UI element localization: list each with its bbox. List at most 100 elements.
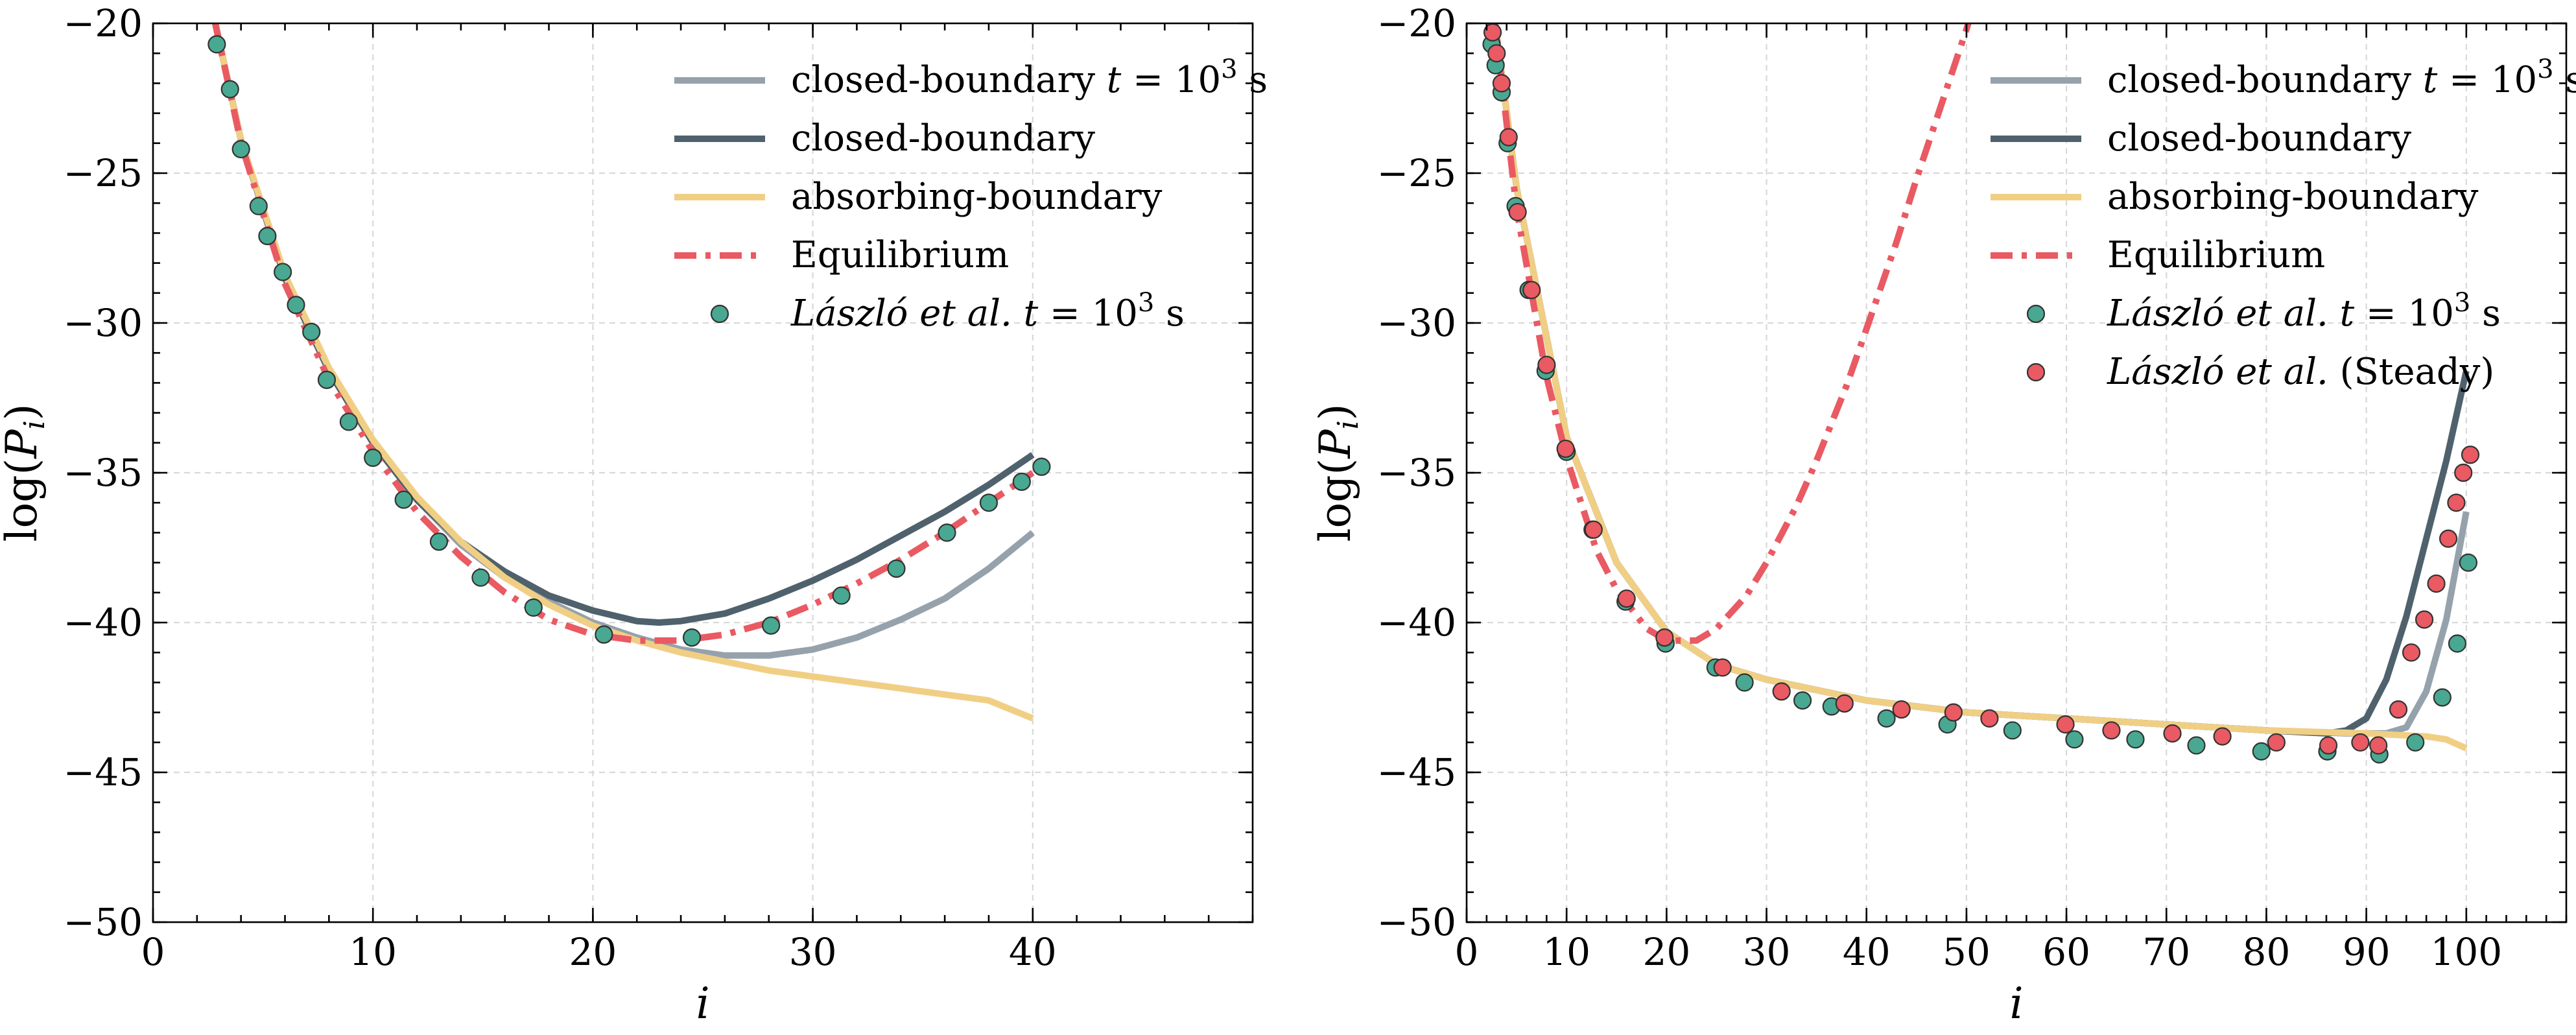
legend-label: closed-boundary [2107, 117, 2411, 160]
tick-labels-right: 0 10 20 30 40 50 60 70 80 90 100 −50 −45 −40 −35 −30 −25… [1377, 1, 2503, 974]
data-point [2163, 724, 2182, 743]
y-tick-label: −20 [64, 1, 143, 45]
y-tick-label: −30 [64, 301, 143, 345]
legend-label: László et al. t = 103 s [2107, 288, 2501, 335]
grid-left [153, 23, 1253, 922]
data-point [1892, 700, 1911, 719]
y-tick-label: −50 [1377, 900, 1456, 944]
y-axis-label-right: log(Pi) [1310, 403, 1365, 541]
legend-marker [2026, 304, 2046, 324]
data-point [429, 532, 449, 551]
data-point [1713, 658, 1732, 677]
y-tick-label: −20 [1377, 1, 1456, 45]
data-point [1735, 673, 1754, 692]
x-tick-label: 30 [1743, 930, 1791, 974]
data-point [2439, 529, 2458, 548]
data-point [274, 263, 292, 281]
data-point [1877, 709, 1896, 728]
legend-item-4: László et al. t = 103 s [710, 288, 1185, 335]
data-point [1492, 74, 1511, 93]
data-point [1499, 128, 1518, 147]
data-point [1508, 202, 1527, 222]
data-point [1835, 694, 1854, 713]
series-line-2 [1491, 23, 2468, 752]
y-tick-label: −35 [64, 451, 143, 495]
data-point [471, 568, 490, 587]
y-tick-label: −25 [64, 151, 143, 195]
data-point [2454, 463, 2473, 482]
y-axis-label-left: log(Pi) [0, 403, 51, 541]
legend-label: Equilibrium [791, 234, 1009, 276]
data-point [1617, 589, 1636, 608]
data-point [2448, 634, 2467, 653]
y-tick-label: −30 [1377, 301, 1456, 345]
data-point [231, 139, 250, 159]
y-tick-label: −25 [1377, 151, 1456, 195]
x-tick-label: 0 [1455, 930, 1479, 974]
legend-label: closed-boundary [791, 117, 1095, 160]
x-tick-label: 0 [141, 930, 165, 974]
y-tick-label: −40 [1377, 601, 1456, 645]
legend-label: absorbing-boundary [791, 176, 1163, 218]
series-line-3 [211, 23, 1035, 644]
data-point [2351, 733, 2370, 752]
x-tick-label: 70 [2142, 930, 2190, 974]
data-point [2369, 736, 2388, 755]
data-point [832, 586, 851, 605]
data-point [979, 494, 998, 512]
data-point [1012, 472, 1031, 491]
data-point [2252, 742, 2271, 761]
data-point [2187, 736, 2206, 755]
legend-label: László et al. t = 103 s [790, 288, 1185, 335]
legend-label: absorbing-boundary [2107, 176, 2479, 218]
data-point [887, 559, 906, 578]
data-point [220, 80, 239, 99]
legend-marker [710, 304, 729, 324]
x-tick-label: 30 [789, 930, 837, 974]
legend-label: closed-boundary t = 103 s [791, 54, 1268, 101]
data-point [2056, 715, 2075, 734]
data-point [2461, 446, 2480, 464]
chart-panel-right: 0 10 20 30 40 50 60 70 80 90 100 −50 −45 −40 −35 −30 −25… [1310, 1, 2576, 1029]
data-point [2213, 727, 2232, 746]
data-point [938, 523, 956, 542]
legend-item-2: absorbing-boundary [1991, 176, 2479, 218]
data-point [2065, 730, 2084, 749]
data-point [2126, 730, 2145, 749]
data-point [394, 490, 413, 509]
data-point [1980, 709, 1999, 728]
data-point [258, 226, 277, 246]
plot-area-right [1482, 23, 2480, 764]
legend-label: László et al. (Steady) [2107, 351, 2494, 393]
y-tick-label: −35 [1377, 451, 1456, 495]
legend-item-3: Equilibrium [1991, 234, 2325, 276]
legend-item-5: László et al. (Steady) [2026, 351, 2494, 393]
legend-marker [2026, 363, 2046, 382]
data-point [2267, 733, 2286, 752]
data-point [1537, 355, 1556, 374]
series-line-3 [1491, 23, 1972, 644]
legend-item-0: closed-boundary t = 103 s [1991, 54, 2576, 101]
data-point [364, 448, 383, 468]
data-point [317, 370, 337, 389]
y-tick-label: −45 [1377, 750, 1456, 794]
legend-item-3: Equilibrium [674, 234, 1009, 276]
legend-item-0: closed-boundary t = 103 s [674, 54, 1268, 101]
y-tick-label: −50 [64, 900, 143, 944]
x-tick-label: 40 [1009, 930, 1057, 974]
data-point [524, 598, 543, 617]
data-point [287, 296, 305, 315]
data-point [682, 628, 702, 647]
x-tick-label: 10 [349, 930, 397, 974]
x-tick-label: 50 [1943, 930, 1991, 974]
y-tick-label: −40 [64, 601, 143, 645]
legend-label: closed-boundary t = 103 s [2107, 54, 2576, 101]
data-point [2406, 733, 2425, 752]
x-tick-label: 40 [1843, 930, 1891, 974]
x-tick-label: 80 [2243, 930, 2291, 974]
data-point [2433, 688, 2452, 707]
data-point [1772, 682, 1791, 701]
data-point [302, 322, 321, 341]
axes-frame-right [1465, 22, 2568, 923]
data-point [1655, 628, 1674, 647]
